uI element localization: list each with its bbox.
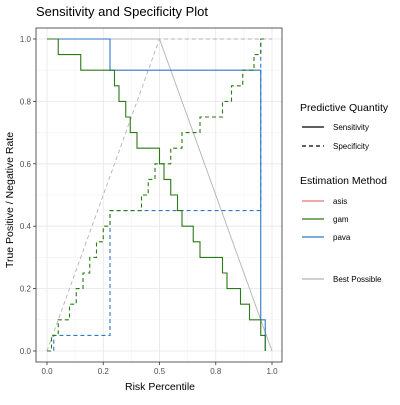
legend-label-asis: asis: [333, 197, 347, 206]
legend-label-best-possible: Best Possible: [333, 275, 382, 284]
legend-label-sensitivity: Sensitivity: [333, 123, 369, 132]
x-tick-label: 0.2: [98, 367, 110, 376]
chart-title: Sensitivity and Specificity Plot: [36, 4, 208, 19]
x-axis-ticks: 0.0 0.2 0.5 0.8 1.0: [41, 362, 278, 376]
series-gam-specificity: [47, 38, 266, 352]
y-axis-ticks: 0.0 0.2 0.4 0.6 0.8 1.0: [20, 35, 36, 356]
y-tick-label: 0.0: [20, 347, 32, 356]
series-best-possible-specificity: [46, 38, 272, 352]
legend-label-specificity: Specificity: [333, 142, 369, 151]
x-tick-label: 1.0: [266, 367, 278, 376]
x-tick-label: 0.0: [41, 367, 53, 376]
x-axis-title: Risk Percentile: [125, 381, 195, 393]
x-tick-label: 0.5: [154, 367, 166, 376]
legend-title-method: Estimation Method: [300, 175, 387, 187]
y-axis-title: True Positive / Negative Rate: [4, 132, 16, 268]
legend-label-gam: gam: [333, 215, 349, 224]
y-tick-label: 1.0: [20, 35, 32, 44]
y-tick-label: 0.6: [20, 160, 32, 169]
plot-panel-border: [35, 27, 283, 363]
series-pava-specificity: [47, 38, 266, 352]
series-layer: [46, 38, 273, 352]
y-tick-label: 0.2: [20, 285, 32, 294]
legend: Predictive Quantity Sensitivity Specific…: [300, 102, 389, 284]
x-tick-label: 0.8: [210, 367, 222, 376]
series-gam-sensitivity: [47, 38, 266, 351]
series-pava-sensitivity: [47, 38, 266, 351]
y-tick-label: 0.4: [20, 222, 32, 231]
legend-label-pava: pava: [333, 233, 351, 242]
legend-title-quantity: Predictive Quantity: [300, 102, 389, 114]
y-tick-label: 0.8: [20, 97, 32, 106]
